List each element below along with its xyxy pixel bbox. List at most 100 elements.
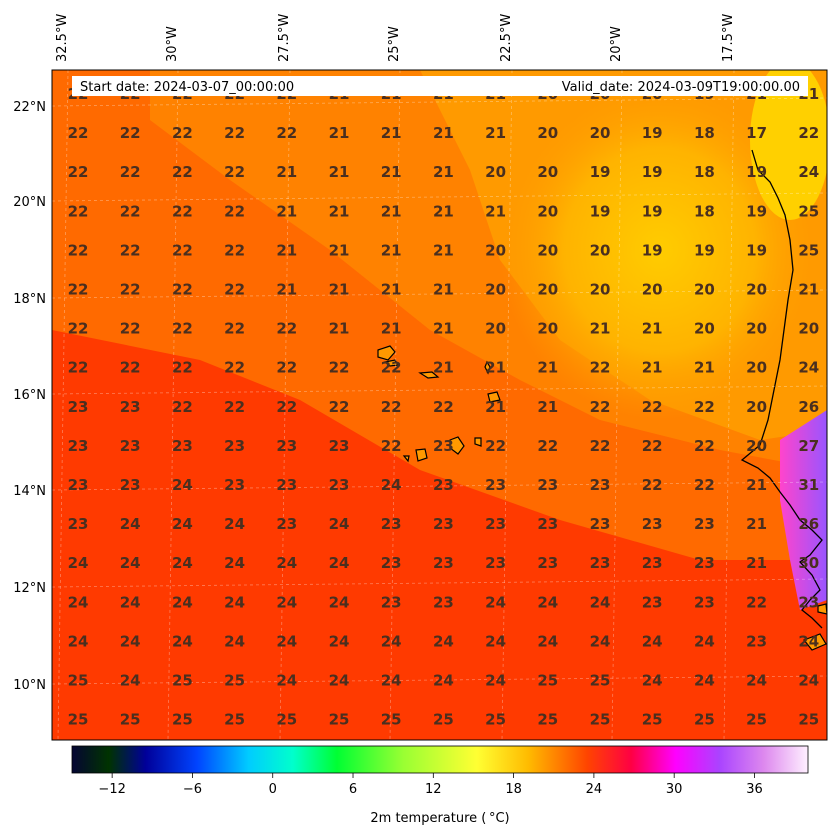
grid-value: 21 [433,124,454,142]
grid-value: 24 [798,672,819,690]
grid-value: 22 [120,320,141,338]
colorbar-label: 2m temperature ( °C) [370,811,509,826]
grid-value: 24 [485,632,506,650]
grid-value: 23 [590,476,611,494]
longitude-tick-label: 32.5°W [55,14,70,62]
grid-value: 22 [120,202,141,220]
grid-value: 30 [798,554,819,572]
grid-value: 24 [381,632,402,650]
grid-value: 21 [746,554,767,572]
grid-value: 24 [433,672,454,690]
start-date-label: Start date: 2024-03-07_00:00:00 [80,80,294,95]
grid-value: 20 [485,281,506,299]
grid-value: 22 [276,398,297,416]
grid-value: 22 [276,320,297,338]
grid-value: 22 [224,281,245,299]
grid-value: 24 [172,515,193,533]
grid-value: 25 [798,202,819,220]
coastline [740,149,823,629]
grid-value: 22 [172,163,193,181]
grid-value: 24 [694,632,715,650]
grid-value: 23 [485,476,506,494]
grid-value: 21 [381,124,402,142]
grid-value: 22 [224,124,245,142]
grid-value: 24 [746,672,767,690]
grid-value: 23 [537,476,558,494]
grid-value: 21 [329,241,350,259]
longitude-ticks: 32.5°W 30°W 27.5°W 25°W 22.5°W 20°W 17.5°W [55,14,736,62]
grid-value: 23 [68,398,89,416]
grid-value: 24 [798,632,819,650]
grid-value: 25 [68,711,89,729]
grid-value: 24 [798,359,819,377]
grid-value: 24 [172,593,193,611]
grid-value: 20 [537,320,558,338]
grid-value: 24 [224,554,245,572]
latitude-tick-label: 12°N [13,581,46,596]
grid-value: 17 [746,124,767,142]
meridian-line [167,70,179,740]
grid-value: 21 [433,320,454,338]
grid-value: 22 [329,359,350,377]
grid-value: 21 [381,163,402,181]
grid-value: 24 [642,672,663,690]
colorbar-tick-label: 36 [746,782,763,797]
grid-value: 20 [746,437,767,455]
grid-value: 22 [172,398,193,416]
grid-value: 20 [746,281,767,299]
grid-value: 23 [590,515,611,533]
grid-value: 19 [642,163,663,181]
grid-value: 22 [68,202,89,220]
colorbar-tick-label: −12 [98,782,125,797]
latitude-ticks: 22°N 20°N 18°N 16°N 14°N 12°N 10°N [13,100,46,693]
grid-value: 22 [276,359,297,377]
grid-value: 23 [276,515,297,533]
grid-value: 23 [120,398,141,416]
grid-value: 20 [798,320,819,338]
grid-value: 22 [120,124,141,142]
grid-value: 24 [329,632,350,650]
grid-value: 24 [68,554,89,572]
grid-value: 20 [537,241,558,259]
grid-value: 22 [120,359,141,377]
latitude-tick-label: 10°N [13,678,46,693]
grid-value: 21 [433,281,454,299]
grid-value: 24 [329,593,350,611]
grid-value: 26 [798,515,819,533]
grid-value: 24 [276,632,297,650]
grid-value: 20 [537,124,558,142]
meridian-line [723,70,735,740]
grid-value: 23 [381,515,402,533]
grid-value: 25 [433,711,454,729]
grid-value: 20 [694,320,715,338]
grid-value: 21 [329,163,350,181]
grid-value: 23 [642,554,663,572]
grid-value: 23 [433,476,454,494]
meridian-line [501,70,513,740]
grid-value: 21 [381,202,402,220]
grid-value: 21 [746,515,767,533]
grid-value: 24 [276,593,297,611]
grid-value: 19 [642,124,663,142]
grid-value: 31 [798,476,819,494]
grid-value: 22 [746,593,767,611]
longitude-tick-label: 17.5°W [721,14,736,62]
grid-value: 22 [485,437,506,455]
grid-value: 23 [381,593,402,611]
grid-value: 23 [276,437,297,455]
grid-value: 24 [642,632,663,650]
grid-value: 19 [642,202,663,220]
value-grid: 22 22 22 22 22 21 21 21 21 20 20 20 19 21 21 22 22 22 22 22… [68,85,820,729]
header-banner [72,76,808,96]
grid-value: 23 [68,476,89,494]
grid-value: 21 [590,320,611,338]
grid-value: 22 [381,359,402,377]
grid-value: 21 [381,320,402,338]
grid-value: 22 [120,241,141,259]
grid-value: 21 [642,359,663,377]
grid-value: 25 [224,711,245,729]
grid-value: 23 [590,554,611,572]
colorbar-tick-label: −6 [183,782,202,797]
grid-value: 21 [642,320,663,338]
grid-value: 25 [276,711,297,729]
